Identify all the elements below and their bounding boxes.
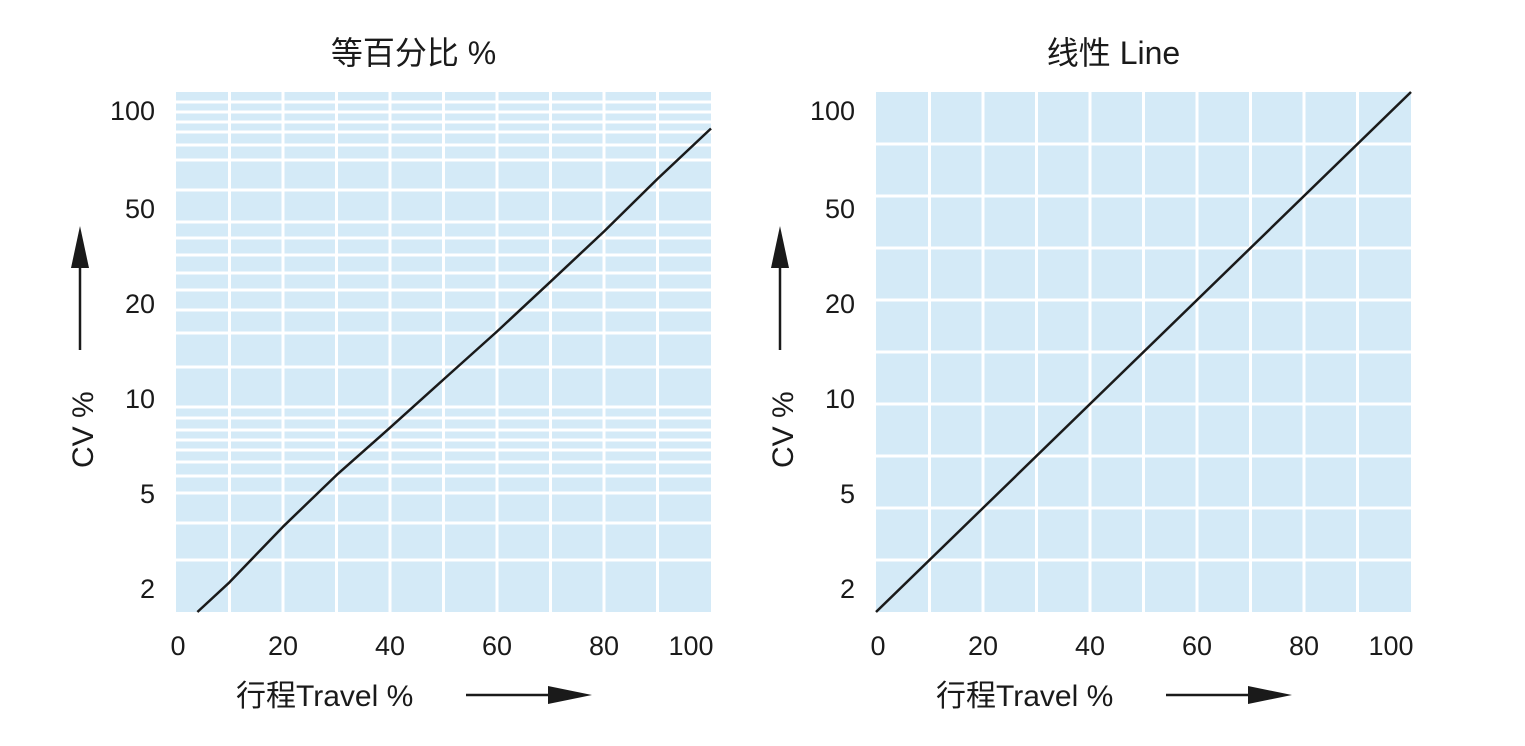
eqp-x-axis-label: 行程Travel %	[236, 680, 413, 713]
lin-y-axis-arrow-head	[771, 226, 789, 268]
eqp-x-tick-label: 100	[668, 631, 713, 661]
lin-x-tick-label: 40	[1075, 631, 1105, 661]
lin-x-tick-label: 0	[870, 631, 885, 661]
lin-y-tick-label: 50	[825, 194, 855, 224]
eqp-y-tick-label: 50	[125, 194, 155, 224]
lin-x-tick-label: 60	[1182, 631, 1212, 661]
eqp-x-axis-arrow-head	[548, 686, 592, 704]
lin-y-axis-label: CV %	[767, 391, 800, 468]
eqp-x-tick-label: 60	[482, 631, 512, 661]
eqp-x-tick-label: 40	[375, 631, 405, 661]
lin-y-tick-label: 2	[840, 574, 855, 604]
lin-y-tick-label: 10	[825, 384, 855, 414]
linear-plot: 线性 Line 2 5 10 20 50 100 0 20 40 60 80 100 CV % 行程Trav…	[767, 35, 1414, 713]
lin-x-tick-label: 80	[1289, 631, 1319, 661]
eqp-x-tick-label: 20	[268, 631, 298, 661]
lin-x-tick-label: 100	[1368, 631, 1413, 661]
lin-y-tick-label: 20	[825, 289, 855, 319]
lin-x-tick-label: 20	[968, 631, 998, 661]
eqp-y-tick-label: 10	[125, 384, 155, 414]
eqp-y-tick-label: 20	[125, 289, 155, 319]
lin-series-line	[875, 91, 1412, 613]
eqp-chart-title: 等百分比 %	[331, 35, 496, 71]
equal-percentage-chart: 等百分比 % 2 5 10 20 50 100 0 20 40 60 80 100 CV % 行程Trave…	[0, 0, 760, 746]
eqp-y-tick-label: 100	[110, 96, 155, 126]
eqp-x-tick-label: 80	[589, 631, 619, 661]
lin-chart-title: 线性 Line	[1047, 35, 1180, 71]
eqp-series-line	[196, 127, 712, 613]
eqp-x-tick-label: 0	[170, 631, 185, 661]
eqp-y-tick-label: 5	[140, 479, 155, 509]
eqp-y-axis-arrow-head	[71, 226, 89, 268]
linear-chart: 线性 Line 2 5 10 20 50 100 0 20 40 60 80 100 CV % 行程Trav…	[700, 0, 1460, 746]
lin-y-tick-label: 100	[810, 96, 855, 126]
eqp-y-tick-label: 2	[140, 574, 155, 604]
lin-x-axis-arrow-head	[1248, 686, 1292, 704]
eqp-y-axis-label: CV %	[67, 391, 100, 468]
lin-y-tick-label: 5	[840, 479, 855, 509]
lin-x-axis-label: 行程Travel %	[936, 680, 1113, 713]
equal-percentage-plot: 等百分比 % 2 5 10 20 50 100 0 20 40 60 80 100 CV % 行程Trave…	[67, 35, 714, 713]
